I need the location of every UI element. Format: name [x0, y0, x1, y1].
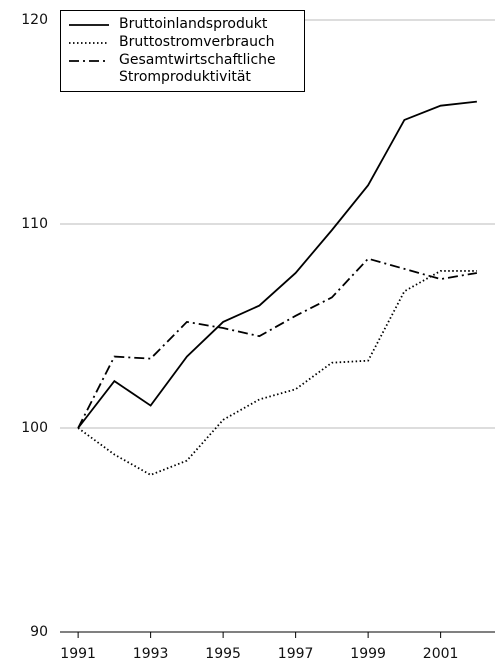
legend-swatch: [69, 60, 109, 62]
x-tick-label: 1991: [60, 646, 96, 662]
legend-label: Gesamtwirtschaftliche Stromproduktivität: [119, 52, 276, 85]
legend-entry: Bruttoinlandsprodukt: [67, 16, 298, 33]
y-tick-label: 110: [21, 216, 48, 232]
series-line: [77, 257, 478, 429]
legend-entry: Bruttostromverbrauch: [67, 34, 298, 51]
series-line: [77, 270, 477, 476]
series-line: [77, 100, 477, 429]
legend: Bruttoinlandsprodukt Bruttostromverbrauch…: [60, 10, 305, 92]
legend-label: Bruttostromverbrauch: [119, 34, 275, 50]
legend-entry: Gesamtwirtschaftliche Stromproduktivität: [67, 52, 298, 86]
y-tick-label: 120: [21, 12, 48, 28]
y-tick-label: 100: [21, 420, 48, 436]
x-tick-label: 1997: [278, 646, 314, 662]
legend-swatch: [69, 24, 109, 26]
y-tick-label: 90: [30, 624, 48, 640]
legend-swatch: [69, 42, 109, 44]
x-tick-label: 1993: [133, 646, 169, 662]
x-tick-label: 1999: [350, 646, 386, 662]
legend-label: Bruttoinlandsprodukt: [119, 16, 268, 32]
x-tick-label: 1995: [205, 646, 241, 662]
x-tick-label: 2001: [423, 646, 459, 662]
